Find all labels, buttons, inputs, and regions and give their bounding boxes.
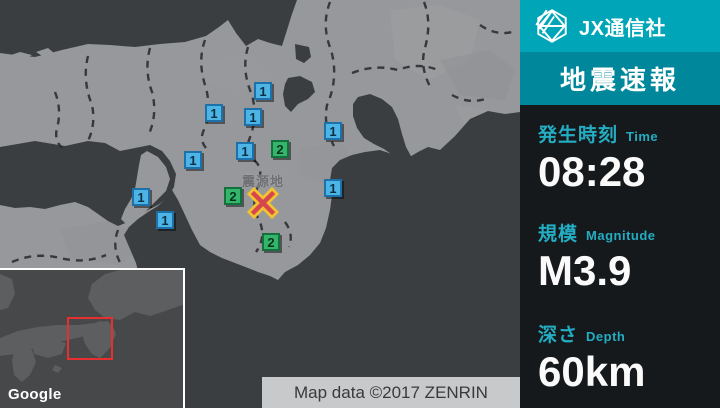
magnitude-label-ja: 規模 [538,224,579,245]
intensity-marker: 1 [254,82,272,100]
jx-press-logo-icon [535,9,567,43]
magnitude-section: 規模 Magnitude M3.9 [538,219,720,292]
epicenter-x-icon [246,186,280,220]
depth-label-en: Depth [586,329,626,344]
intensity-marker: 2 [271,140,289,158]
alert-title: 地震速報 [559,65,680,95]
depth-label-ja: 深さ [538,325,579,346]
epicenter-label: 震源地 [241,174,284,189]
intensity-marker: 1 [236,142,254,160]
basemap-graphic [0,0,520,408]
depth-section: 深さ Depth 60km [538,320,720,393]
magnitude-label-en: Magnitude [586,228,656,243]
alert-title-band: 地震速報 [520,52,720,105]
magnitude-value: M3.9 [538,247,632,294]
inset-map-graphic [0,270,183,408]
map-attribution: Map data ©2017 ZENRIN [262,377,520,408]
intensity-marker: 1 [156,211,174,229]
inset-overview-map: Google [0,268,185,408]
time-value: 08:28 [538,148,646,195]
intensity-marker: 1 [132,188,150,206]
intensity-marker: 2 [224,187,242,205]
intensity-marker: 1 [184,151,202,169]
depth-value: 60km [538,348,646,395]
time-label-en: Time [626,129,659,144]
intensity-marker: 1 [324,179,342,197]
inset-region-rectangle [67,317,113,360]
time-label-ja: 発生時刻 [538,125,619,146]
intensity-marker: 1 [324,122,342,140]
alert-sidebar: JX通信社 地震速報 発生時刻 Time 08:28 規模 Magnitude … [520,0,720,408]
time-section: 発生時刻 Time 08:28 [538,120,720,193]
google-logo[interactable]: Google [8,386,62,403]
intensity-marker: 1 [205,104,223,122]
brand-header: JX通信社 [520,0,720,52]
intensity-marker: 2 [262,233,280,251]
brand-name: JX通信社 [579,17,666,40]
intensity-marker: 1 [244,108,262,126]
quake-info: 発生時刻 Time 08:28 規模 Magnitude M3.9 深さ Dep… [520,120,720,393]
